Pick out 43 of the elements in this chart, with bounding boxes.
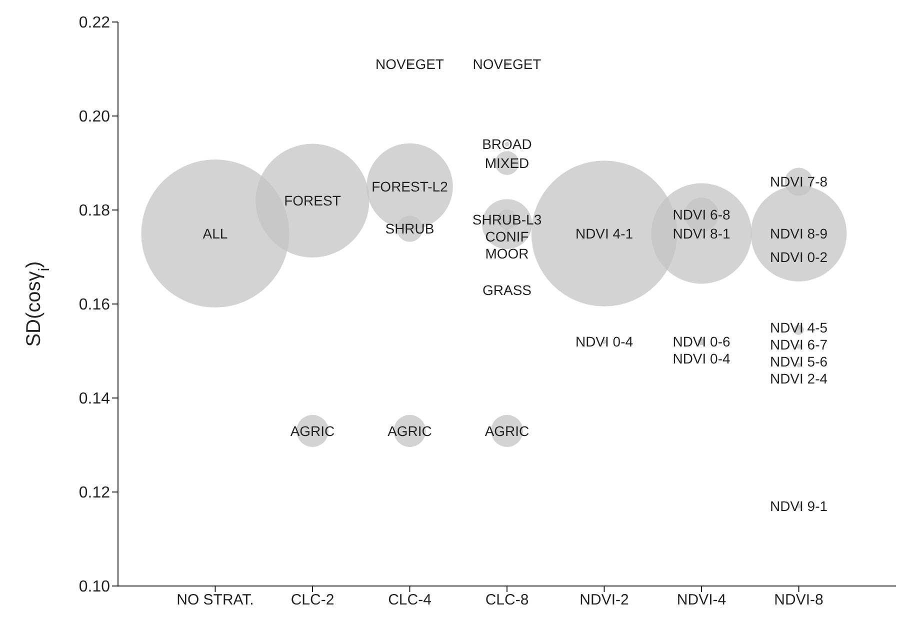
data-label: ALL	[202, 225, 228, 242]
data-label: BROAD	[482, 136, 532, 152]
x-tick-label: NDVI-8	[774, 592, 824, 609]
y-tick-label: 0.10	[78, 578, 110, 596]
data-label: NDVI 8-9	[770, 225, 828, 242]
data-label: NOVEGET	[376, 56, 444, 72]
data-label: CONIF	[485, 228, 529, 244]
y-tick-label: 0.22	[78, 14, 110, 32]
data-label: NDVI 0-2	[770, 248, 828, 265]
data-label: NDVI 6-7	[770, 336, 828, 352]
data-label: MOOR	[485, 245, 529, 262]
data-label: AGRIC	[484, 422, 530, 439]
data-label: NDVI 5-6	[770, 353, 828, 370]
data-label: NDVI 0-6	[672, 334, 730, 350]
data-label: NDVI 7-8	[770, 174, 828, 190]
data-label: FOREST	[284, 192, 342, 208]
x-tick-label: NDVI-4	[676, 592, 726, 609]
y-tick-label: 0.16	[78, 296, 110, 314]
x-tick-label: CLC-2	[290, 592, 334, 609]
x-tick-label: CLC-8	[485, 592, 529, 609]
data-label: NDVI 4-5	[770, 319, 828, 336]
x-tick-label: NO STRAT.	[176, 592, 254, 609]
data-label: NDVI 4-1	[575, 225, 634, 242]
data-label: SHRUB-L3	[472, 211, 542, 228]
x-tick-label: CLC-4	[388, 592, 432, 609]
data-label: NDVI 2-4	[770, 370, 828, 386]
data-label: NDVI 6-8	[672, 206, 730, 223]
data-label: NDVI 0-4	[575, 334, 634, 350]
data-label: FOREST-L2	[372, 178, 448, 194]
data-label: GRASS	[482, 282, 532, 298]
data-label: NDVI 0-4	[672, 350, 730, 366]
data-label: MIXED	[484, 154, 530, 171]
y-tick-label: 0.14	[78, 390, 110, 408]
data-label: AGRIC	[388, 422, 432, 439]
y-tick-label: 0.20	[78, 108, 110, 126]
y-tick-label: 0.18	[78, 202, 110, 220]
data-label: AGRIC	[290, 422, 335, 439]
data-label: SHRUB	[385, 220, 434, 237]
data-label: NOVEGET	[472, 56, 542, 72]
y-tick-label: 0.12	[78, 484, 110, 502]
x-tick-label: NDVI-2	[580, 592, 629, 609]
data-label: NDVI 9-1	[770, 498, 828, 514]
data-label: NDVI 8-1	[672, 225, 730, 242]
